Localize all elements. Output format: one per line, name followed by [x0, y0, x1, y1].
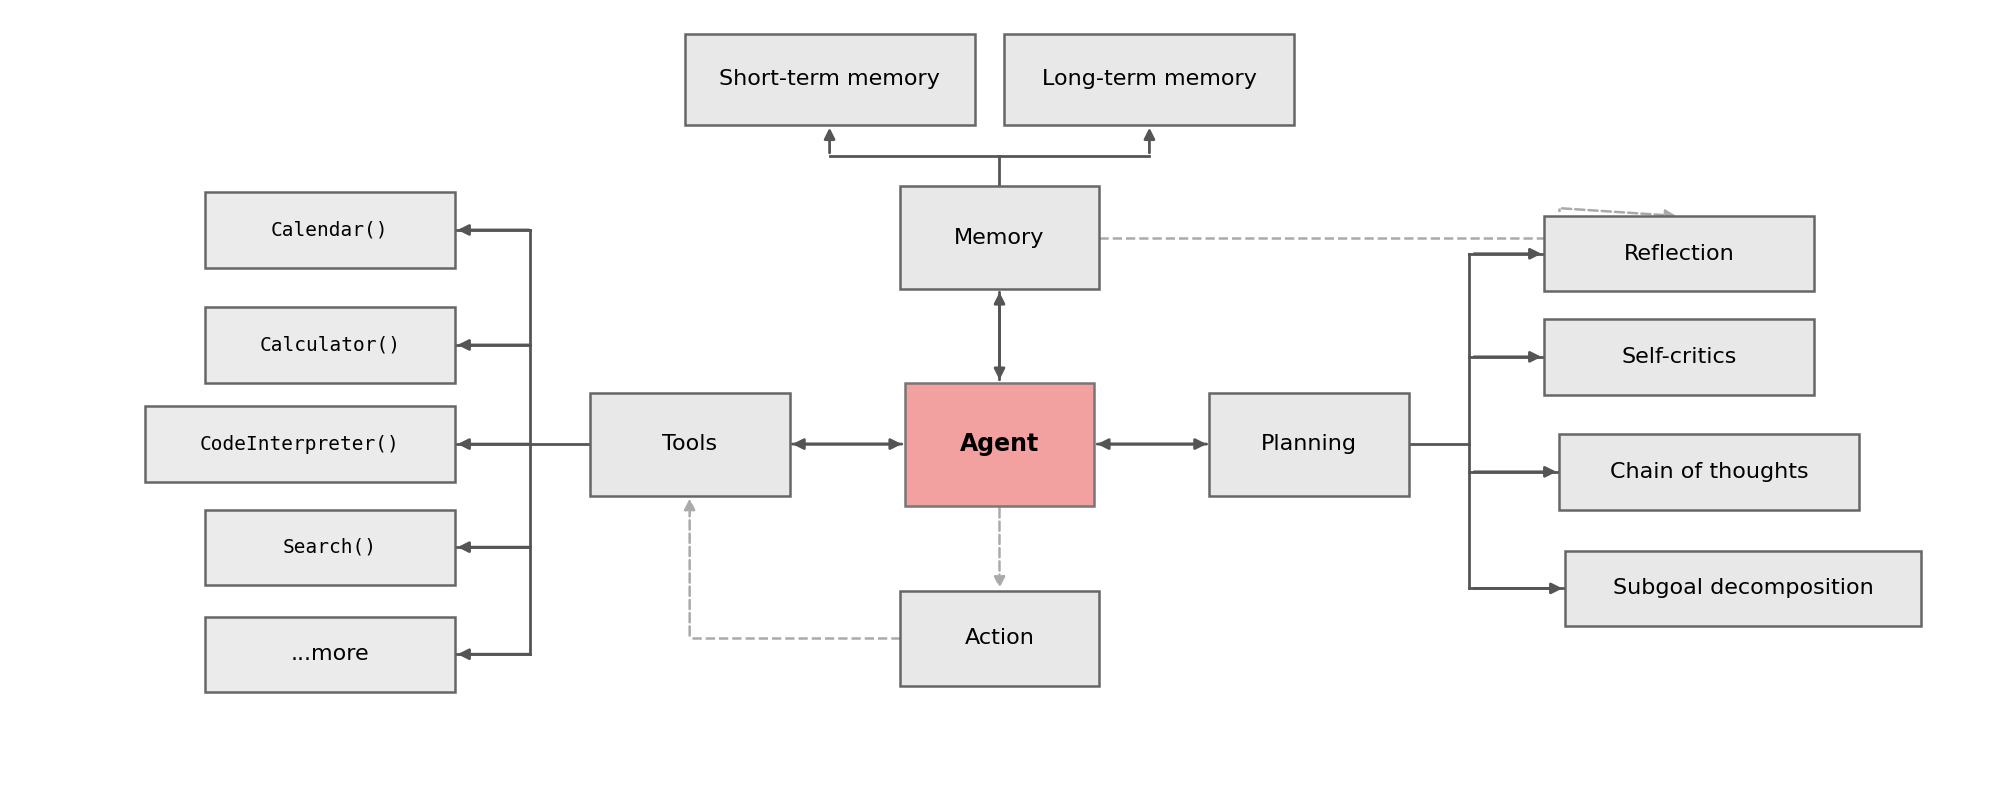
Text: Reflection: Reflection: [1622, 243, 1734, 264]
Text: Calendar(): Calendar(): [272, 220, 388, 239]
FancyBboxPatch shape: [903, 383, 1095, 506]
Text: Agent: Agent: [959, 432, 1039, 456]
Text: Action: Action: [965, 628, 1033, 649]
FancyBboxPatch shape: [899, 186, 1099, 289]
FancyBboxPatch shape: [144, 406, 456, 481]
Text: CodeInterpreter(): CodeInterpreter(): [200, 435, 400, 454]
Text: Tools: Tools: [661, 434, 717, 454]
Text: Self-critics: Self-critics: [1620, 347, 1736, 367]
FancyBboxPatch shape: [1209, 393, 1409, 496]
FancyBboxPatch shape: [1564, 550, 1920, 626]
Text: Short-term memory: Short-term memory: [719, 69, 939, 90]
FancyBboxPatch shape: [1542, 319, 1814, 394]
FancyBboxPatch shape: [1558, 434, 1858, 509]
Text: Chain of thoughts: Chain of thoughts: [1608, 462, 1808, 482]
Text: Search(): Search(): [282, 538, 378, 557]
Text: Subgoal decomposition: Subgoal decomposition: [1612, 578, 1872, 599]
Text: Calculator(): Calculator(): [260, 335, 400, 354]
FancyBboxPatch shape: [206, 509, 456, 585]
Text: Memory: Memory: [953, 228, 1045, 248]
FancyBboxPatch shape: [206, 617, 456, 691]
FancyBboxPatch shape: [589, 393, 789, 496]
Text: Long-term memory: Long-term memory: [1041, 69, 1257, 90]
FancyBboxPatch shape: [899, 591, 1099, 686]
FancyBboxPatch shape: [206, 308, 456, 383]
FancyBboxPatch shape: [1542, 216, 1814, 291]
FancyBboxPatch shape: [206, 193, 456, 268]
Text: ...more: ...more: [290, 644, 370, 665]
Text: Planning: Planning: [1261, 434, 1357, 454]
FancyBboxPatch shape: [1003, 33, 1295, 125]
FancyBboxPatch shape: [683, 33, 973, 125]
